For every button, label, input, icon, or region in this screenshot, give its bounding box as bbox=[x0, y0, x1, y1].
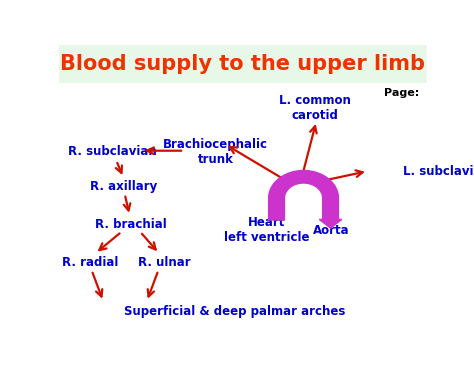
Text: L. common
carotid: L. common carotid bbox=[279, 94, 350, 122]
Polygon shape bbox=[269, 170, 338, 220]
Text: R. axillary: R. axillary bbox=[90, 180, 157, 193]
FancyArrow shape bbox=[319, 219, 342, 228]
Text: Heart
left ventricle: Heart left ventricle bbox=[224, 216, 310, 244]
Text: R. radial: R. radial bbox=[62, 256, 118, 269]
Text: L. subclavian: L. subclavian bbox=[403, 166, 474, 178]
Text: R. subclavian: R. subclavian bbox=[68, 145, 157, 158]
Text: Aorta: Aorta bbox=[313, 224, 349, 237]
Text: R. brachial: R. brachial bbox=[95, 218, 167, 231]
Text: R. ulnar: R. ulnar bbox=[137, 256, 190, 269]
FancyBboxPatch shape bbox=[59, 45, 427, 83]
Text: Brachiocephalic
trunk: Brachiocephalic trunk bbox=[163, 138, 268, 166]
Text: Superficial & deep palmar arches: Superficial & deep palmar arches bbox=[124, 305, 345, 318]
Text: Page:: Page: bbox=[384, 88, 419, 98]
Text: Blood supply to the upper limb: Blood supply to the upper limb bbox=[60, 54, 426, 74]
